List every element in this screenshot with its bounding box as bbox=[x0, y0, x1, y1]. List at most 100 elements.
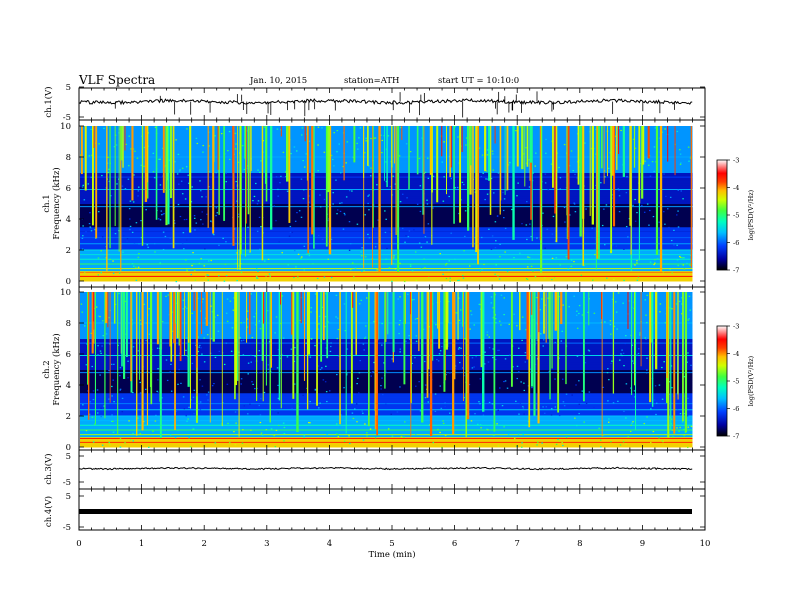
spec1-speckle bbox=[195, 137, 198, 139]
spec2-speckle bbox=[415, 340, 418, 342]
spec1-speckle bbox=[448, 260, 451, 262]
spec1-speckle bbox=[158, 158, 160, 160]
spec1-speckle bbox=[128, 135, 130, 137]
spec2-speckle bbox=[139, 392, 142, 394]
spec2-speckle bbox=[95, 306, 98, 308]
spec2-sferic bbox=[176, 292, 179, 339]
spec1-speckle bbox=[284, 171, 287, 173]
spec1-speckle bbox=[545, 152, 547, 154]
spec1-speckle bbox=[399, 201, 402, 203]
spec1-speckle bbox=[236, 252, 238, 254]
spec2-speckle bbox=[473, 366, 475, 368]
spec1-speckle bbox=[492, 169, 495, 171]
spec1-speckle bbox=[319, 206, 322, 208]
spec2-speckle bbox=[424, 397, 427, 399]
spec2-speckle bbox=[517, 433, 520, 435]
spec2-speckle bbox=[199, 401, 202, 403]
spec1-speckle bbox=[625, 232, 627, 234]
spec1-speckle bbox=[618, 189, 620, 192]
spec2-speckle bbox=[464, 338, 466, 340]
spec1-speckle bbox=[623, 279, 625, 282]
spec2-sferic bbox=[633, 292, 635, 386]
spec2-speckle bbox=[99, 315, 101, 318]
spec1-speckle bbox=[146, 244, 149, 246]
spec2-speckle bbox=[152, 430, 154, 432]
spec1-speckle bbox=[160, 210, 163, 212]
spec2-sferic bbox=[322, 292, 325, 341]
spec2-speckle bbox=[621, 354, 623, 357]
spec2-speckle bbox=[399, 351, 401, 353]
spec1-speckle bbox=[644, 160, 647, 162]
spec2-band bbox=[80, 351, 693, 355]
spec1-speckle bbox=[88, 155, 91, 157]
spec2-speckle bbox=[298, 406, 301, 408]
spec2-speckle bbox=[655, 413, 657, 416]
spec1-band bbox=[80, 239, 693, 243]
spec1-speckle bbox=[169, 159, 171, 161]
spec1-speckle bbox=[409, 265, 412, 267]
spec1-speckle bbox=[567, 268, 569, 270]
spec2-band bbox=[80, 364, 693, 368]
spec1-speckle bbox=[509, 162, 511, 164]
spec1-speckle bbox=[119, 128, 121, 130]
spec2-speckle bbox=[229, 300, 232, 302]
spec1-speckle bbox=[544, 182, 547, 184]
spec2-speckle bbox=[681, 303, 683, 305]
spec1-sferic bbox=[313, 126, 315, 249]
spec2-speckle bbox=[646, 322, 648, 324]
spec2-speckle bbox=[153, 354, 155, 357]
spec1-speckle bbox=[110, 195, 112, 197]
spec1-speckle bbox=[133, 265, 135, 267]
spec1-speckle bbox=[82, 184, 84, 186]
spec2-speckle bbox=[460, 347, 462, 349]
spec1-streak bbox=[461, 126, 463, 152]
spec1-speckle bbox=[255, 182, 257, 185]
spec1-sferic bbox=[416, 126, 419, 175]
spec1-speckle bbox=[343, 212, 346, 215]
colorbar-tick-label: -5 bbox=[733, 378, 739, 386]
spec1-speckle bbox=[193, 270, 196, 272]
spec1-speckle bbox=[391, 280, 393, 282]
spec1-sferic bbox=[141, 126, 144, 246]
spec2-sferic bbox=[117, 292, 119, 435]
spec1-speckle bbox=[202, 151, 204, 153]
spec1-sferic bbox=[477, 126, 480, 249]
spec2-speckle bbox=[203, 337, 205, 339]
spec1-speckle bbox=[457, 136, 459, 138]
spec1-band bbox=[80, 126, 693, 130]
spec1-speckle bbox=[498, 278, 501, 280]
spec1-speckle bbox=[90, 227, 92, 229]
spec2-speckle bbox=[688, 318, 690, 320]
spec2-speckle bbox=[337, 433, 339, 436]
spec1-speckle bbox=[348, 249, 351, 251]
spec2-speckle bbox=[507, 433, 510, 436]
spec2-speckle bbox=[374, 437, 377, 439]
spec2-speckle bbox=[326, 400, 328, 403]
spec2-speckle bbox=[229, 442, 231, 444]
spec2-speckle bbox=[172, 311, 174, 313]
spec1-speckle bbox=[112, 260, 114, 262]
spec1-speckle bbox=[526, 201, 528, 203]
spec1-speckle bbox=[137, 256, 140, 258]
spec1-sferic bbox=[244, 126, 246, 159]
spec1-speckle bbox=[295, 266, 297, 268]
spec1-speckle bbox=[237, 216, 240, 218]
spec1-band bbox=[80, 244, 693, 248]
spec2-speckle bbox=[583, 421, 585, 423]
spec1-speckle bbox=[81, 237, 84, 239]
spec1-speckle bbox=[293, 276, 295, 279]
spec2-speckle bbox=[497, 349, 499, 352]
spec2-speckle bbox=[246, 310, 249, 312]
x-tick-label: 3 bbox=[264, 539, 269, 549]
y-tick-label: -5 bbox=[63, 523, 71, 533]
spec2-speckle bbox=[513, 313, 515, 315]
spec1-sferic bbox=[245, 126, 246, 257]
spec2-speckle bbox=[475, 356, 477, 358]
spec2-speckle bbox=[226, 320, 229, 322]
spec2-speckle bbox=[561, 330, 563, 332]
spec1-speckle bbox=[485, 178, 487, 180]
spec2-sferic bbox=[196, 292, 198, 397]
spec1-sferic bbox=[603, 126, 605, 184]
spec2-speckle bbox=[182, 308, 184, 310]
spec2-band bbox=[80, 428, 693, 432]
